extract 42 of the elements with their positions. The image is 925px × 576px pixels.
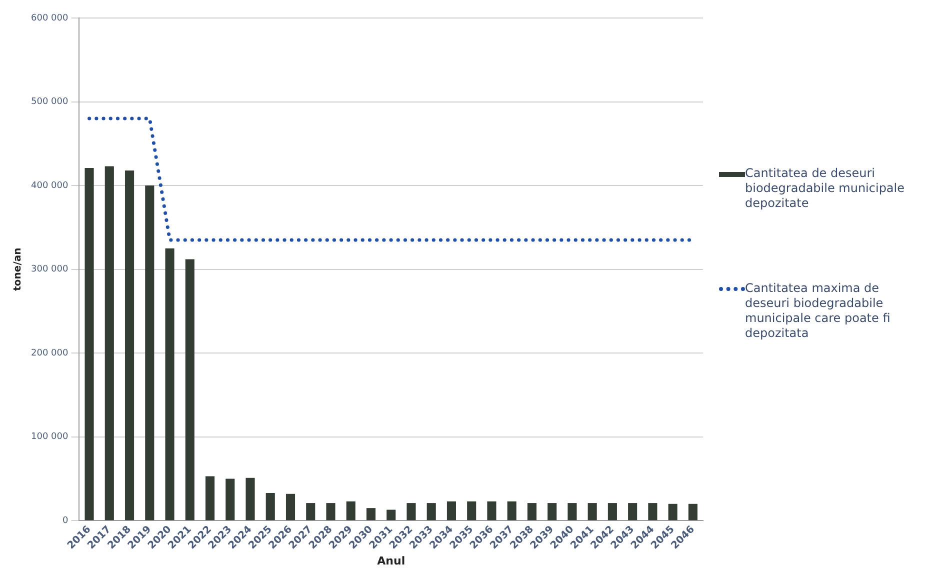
bar [266, 492, 275, 520]
bar [124, 170, 134, 520]
bar [205, 476, 215, 520]
bar [346, 501, 356, 520]
bar [366, 508, 376, 520]
x-axis-title: Anul [377, 554, 406, 568]
bar [326, 503, 336, 520]
bar [406, 503, 416, 520]
bar [568, 503, 577, 520]
bar [84, 168, 94, 520]
y-tick-label: 400 000 [31, 180, 68, 191]
bar [548, 503, 557, 520]
y-tick-label: 200 000 [31, 348, 68, 358]
legend-label: Cantitatea maxima de deseuri biodegradabile municipale care poate fi depozitata [745, 280, 892, 340]
bar [608, 503, 617, 520]
bar [246, 478, 255, 520]
bar [628, 503, 638, 520]
bar [668, 504, 678, 520]
bar [527, 503, 536, 520]
y-axis-title: tone/an [12, 248, 24, 291]
bar [386, 510, 396, 520]
bar [306, 503, 316, 520]
y-tick-label: 100 000 [31, 432, 68, 442]
bar [688, 504, 698, 520]
bar [145, 186, 154, 520]
bar [226, 478, 235, 520]
bar [487, 501, 496, 520]
bar [467, 501, 476, 520]
legend-label: Cantitatea de deseuri biodegradabile municipale depozitate [745, 166, 906, 210]
bar [104, 166, 114, 520]
bar [507, 501, 516, 520]
bar [588, 503, 597, 520]
y-tick-label: 500 000 [31, 97, 68, 108]
bar [286, 494, 296, 520]
bar [185, 259, 194, 520]
bar [165, 248, 174, 520]
y-tick-label: 300 000 [31, 264, 68, 275]
y-tick-label: 0 [62, 516, 68, 526]
bar [446, 501, 456, 520]
y-tick-label: 600 000 [31, 13, 68, 24]
bar [426, 503, 436, 520]
bar [648, 503, 658, 520]
